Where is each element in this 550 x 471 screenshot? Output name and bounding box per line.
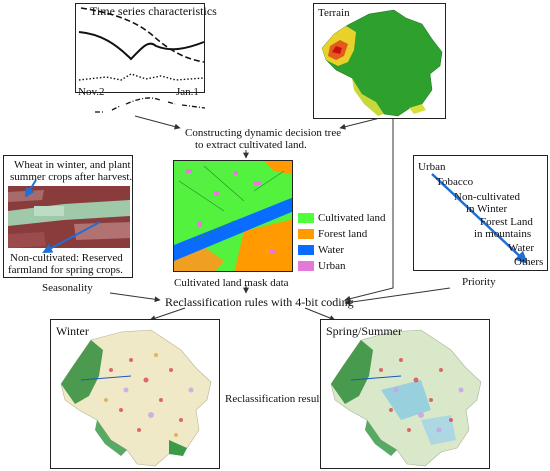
seasonality-panel: Wheat in winter, and plant summer crops … bbox=[3, 155, 133, 278]
seasonality-label: Seasonality bbox=[42, 282, 93, 294]
series-dotted bbox=[78, 73, 205, 81]
priority-label: Priority bbox=[462, 276, 496, 288]
series-dashed bbox=[80, 7, 205, 63]
time-series-plot bbox=[78, 7, 205, 81]
terrain-map bbox=[321, 9, 443, 117]
arrow-timeseries-to-tree bbox=[134, 115, 181, 130]
priority-panel: Urban Tobacco Non-cultivated in Winter F… bbox=[413, 155, 548, 271]
mask-caption: Cultivated land mask data bbox=[174, 277, 289, 289]
result-text: Reclassification result bbox=[225, 393, 323, 405]
legend-swatch-urban bbox=[298, 261, 314, 271]
priority-item-noncultivated: Non-cultivated bbox=[454, 191, 520, 203]
mask-map bbox=[174, 161, 292, 271]
priority-arrow bbox=[431, 173, 528, 264]
priority-item-forest-land: Forest Land bbox=[480, 216, 533, 228]
mask-image bbox=[173, 160, 293, 272]
decision-tree-line2: to extract cultivated land. bbox=[195, 139, 307, 151]
seasonality-bottom-note-2: farmland for spring crops. bbox=[8, 264, 123, 276]
seasonality-image bbox=[8, 179, 130, 253]
terrain-panel: Terrain bbox=[313, 3, 446, 119]
spring-summer-panel: Spring/Summer bbox=[320, 319, 490, 469]
terrain-title: Terrain bbox=[318, 7, 350, 19]
legend-label-cultivated: Cultivated land bbox=[318, 212, 386, 224]
time-series-panel: Time series characteristics Nov.2 Jan.1 bbox=[75, 3, 217, 98]
rules-text: Reclassification rules with 4-bit coding bbox=[165, 295, 354, 309]
arrow-seasonality-to-rules bbox=[109, 292, 161, 303]
legend-swatch-cultivated bbox=[298, 213, 314, 223]
legend-label-water: Water bbox=[318, 244, 344, 256]
legend-swatch-forest bbox=[298, 229, 314, 239]
series-solid bbox=[78, 31, 205, 61]
spring-summer-map bbox=[330, 329, 482, 467]
arrow-terrain-to-tree bbox=[339, 117, 381, 130]
seasonality-bottom-note-1: Non-cultivated: Reserved bbox=[10, 252, 123, 264]
legend-label-forest: Forest land bbox=[318, 228, 368, 240]
priority-item-in-mountains: in mountains bbox=[474, 228, 532, 240]
arrow-terrain-to-rules bbox=[344, 118, 394, 302]
winter-title: Winter bbox=[56, 324, 89, 338]
legend-label-urban: Urban bbox=[318, 260, 346, 272]
priority-item-tobacco: Tobacco bbox=[436, 176, 474, 188]
spring-summer-title: Spring/Summer bbox=[326, 324, 403, 338]
x-end-label: Jan.1 bbox=[176, 86, 199, 98]
priority-item-others: Others bbox=[514, 256, 544, 268]
arrow-priority-to-rules bbox=[344, 287, 451, 306]
time-series-title: Time series characteristics bbox=[90, 4, 217, 18]
priority-item-water: Water bbox=[508, 242, 534, 254]
x-start-label: Nov.2 bbox=[78, 86, 105, 98]
decision-tree-line1: Constructing dynamic decision tree bbox=[185, 127, 342, 139]
winter-panel: Winter bbox=[50, 319, 220, 469]
priority-item-in-winter: in Winter bbox=[466, 203, 508, 215]
legend-swatch-water bbox=[298, 245, 314, 255]
seasonality-top-note-2: summer crops after harvest. bbox=[10, 171, 133, 183]
arrow-rules-to-spring bbox=[304, 307, 336, 321]
seasonality-top-note-1: Wheat in winter, and plant bbox=[14, 159, 131, 171]
winter-map bbox=[60, 329, 212, 467]
arrow-rules-to-winter bbox=[149, 307, 186, 322]
priority-item-urban: Urban bbox=[418, 161, 446, 173]
